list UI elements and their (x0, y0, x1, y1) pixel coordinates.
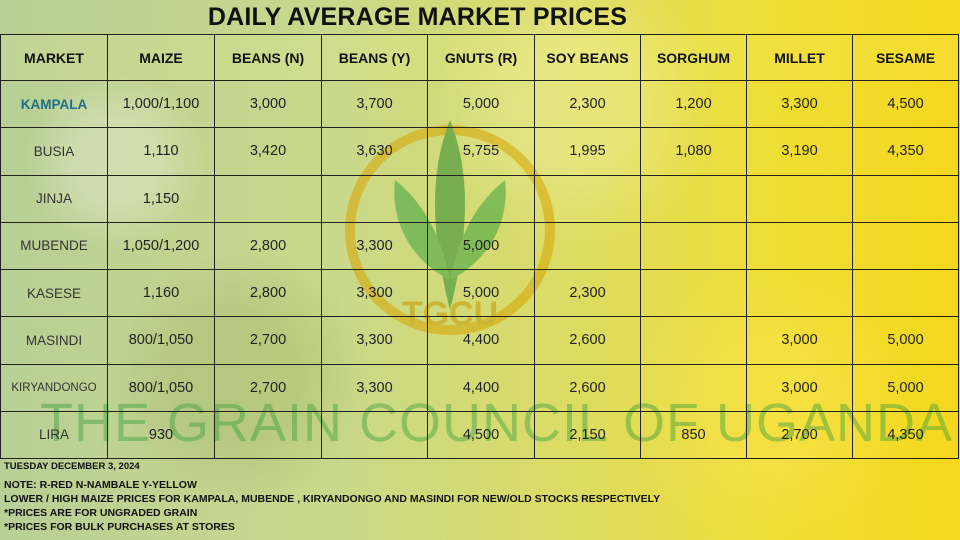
price-cell: 3,000 (746, 363, 853, 412)
price-cell (746, 268, 853, 318)
price-cell: 2,300 (534, 79, 641, 129)
price-cell: 800/1,050 (107, 363, 215, 412)
price-cell: 5,000 (427, 221, 535, 271)
price-cell: 1,050/1,200 (107, 221, 215, 271)
price-cell: 2,700 (214, 316, 322, 365)
price-cell: 800/1,050 (107, 316, 215, 365)
price-cell (640, 221, 747, 271)
price-cell: 5,000 (852, 363, 959, 412)
market-name-cell: BUSIA (0, 127, 108, 176)
page-title: DAILY AVERAGE MARKET PRICES (207, 3, 628, 31)
table-row: JINJA 1,150 (0, 174, 959, 223)
price-cell: 2,800 (214, 221, 322, 271)
header-soy-beans: SOY BEANS (534, 34, 641, 81)
price-cell: 2,600 (534, 316, 641, 365)
header-market: MARKET (0, 34, 108, 81)
price-cell: 2,800 (214, 268, 322, 318)
header-sorghum: SORGHUM (640, 34, 747, 81)
price-cell: 1,080 (640, 127, 747, 176)
table-row: KASESE 1,160 2,800 3,300 5,000 2,300 (0, 268, 959, 318)
price-cell: 4,400 (427, 363, 535, 412)
price-cell: 3,300 (321, 268, 428, 318)
price-cell: 5,000 (427, 79, 535, 129)
price-cell: 4,400 (427, 316, 535, 365)
price-cell: 4,500 (852, 79, 959, 129)
price-cell: 2,700 (214, 363, 322, 412)
table-row: MASINDI 800/1,050 2,700 3,300 4,400 2,600 3,00… (0, 316, 959, 365)
price-cell: 3,630 (321, 127, 428, 176)
price-cell: 1,200 (640, 79, 747, 129)
market-name-cell: KAMPALA (0, 79, 108, 129)
header-beans-n: BEANS (N) (214, 34, 322, 81)
price-cell (427, 174, 535, 223)
price-cell (852, 221, 959, 271)
price-cell: 2,150 (534, 410, 641, 460)
note-line: *PRICES FOR BULK PURCHASES AT STORES (4, 521, 235, 533)
market-name-cell: MASINDI (0, 316, 108, 365)
market-name-cell: JINJA (0, 174, 108, 223)
price-cell (321, 410, 428, 460)
header-millet: MILLET (746, 34, 853, 81)
price-cell (746, 174, 853, 223)
price-cell: 1,110 (107, 127, 215, 176)
price-cell: 930 (107, 410, 215, 460)
price-cell: 850 (640, 410, 747, 460)
price-cell: 2,300 (534, 268, 641, 318)
price-cell: 3,000 (746, 316, 853, 365)
notes-section: TUESDAY DECEMBER 3, 2024 NOTE: R-RED N-N… (4, 460, 954, 534)
header-beans-y: BEANS (Y) (321, 34, 428, 81)
price-cell: 5,000 (852, 316, 959, 365)
table-header-row: MARKET MAIZE BEANS (N) BEANS (Y) GNUTS (… (0, 34, 959, 81)
note-line: *PRICES ARE FOR UNGRADED GRAIN (4, 507, 198, 519)
header-maize: MAIZE (107, 34, 215, 81)
price-cell: 1,000/1,100 (107, 79, 215, 129)
price-cell: 3,700 (321, 79, 428, 129)
price-cell: 5,000 (427, 268, 535, 318)
price-cell (746, 221, 853, 271)
header-sesame: SESAME (852, 34, 959, 81)
price-cell (640, 363, 747, 412)
header-gnuts-r: GNUTS (R) (427, 34, 535, 81)
price-cell: 3,000 (214, 79, 322, 129)
table-row: BUSIA 1,110 3,420 3,630 5,755 1,995 1,080 3,190… (0, 127, 959, 176)
price-cell (214, 174, 322, 223)
price-cell (534, 221, 641, 271)
price-table: MARKET MAIZE BEANS (N) BEANS (Y) GNUTS (… (0, 34, 959, 460)
price-cell: 1,160 (107, 268, 215, 318)
price-cell (852, 268, 959, 318)
price-cell: 4,350 (852, 127, 959, 176)
price-cell (321, 174, 428, 223)
price-cell: 3,300 (746, 79, 853, 129)
price-cell: 3,420 (214, 127, 322, 176)
note-line: NOTE: R-RED N-NAMBALE Y-YELLOW (4, 479, 197, 491)
price-cell: 5,755 (427, 127, 535, 176)
table-row: MUBENDE 1,050/1,200 2,800 3,300 5,000 (0, 221, 959, 271)
price-cell: 1,150 (107, 174, 215, 223)
table-row: KIRYANDONGO 800/1,050 2,700 3,300 4,400 2,600… (0, 363, 959, 412)
market-name-cell: MUBENDE (0, 221, 108, 271)
note-line: LOWER / HIGH MAIZE PRICES FOR KAMPALA, M… (4, 493, 661, 505)
market-name-cell: KASESE (0, 268, 108, 318)
price-cell (214, 410, 322, 460)
price-cell: 2,700 (746, 410, 853, 460)
price-cell (640, 268, 747, 318)
price-cell: 2,600 (534, 363, 641, 412)
market-name-cell: KIRYANDONGO (0, 363, 108, 412)
price-cell (640, 174, 747, 223)
price-cell: 3,300 (321, 221, 428, 271)
price-cell: 4,350 (852, 410, 959, 460)
price-cell (640, 316, 747, 365)
market-name-cell: LIRA (0, 410, 108, 460)
price-cell: 3,300 (321, 363, 428, 412)
report-date: TUESDAY DECEMBER 3, 2024 (4, 461, 140, 472)
price-cell: 3,300 (321, 316, 428, 365)
table-row: KAMPALA 1,000/1,100 3,000 3,700 5,000 2,300 1,… (0, 79, 959, 129)
price-cell: 4,500 (427, 410, 535, 460)
price-cell: 3,190 (746, 127, 853, 176)
price-cell (534, 174, 641, 223)
table-row: LIRA 930 4,500 2,150 850 2,700 4,350 (0, 410, 959, 460)
price-cell (852, 174, 959, 223)
price-cell: 1,995 (534, 127, 641, 176)
